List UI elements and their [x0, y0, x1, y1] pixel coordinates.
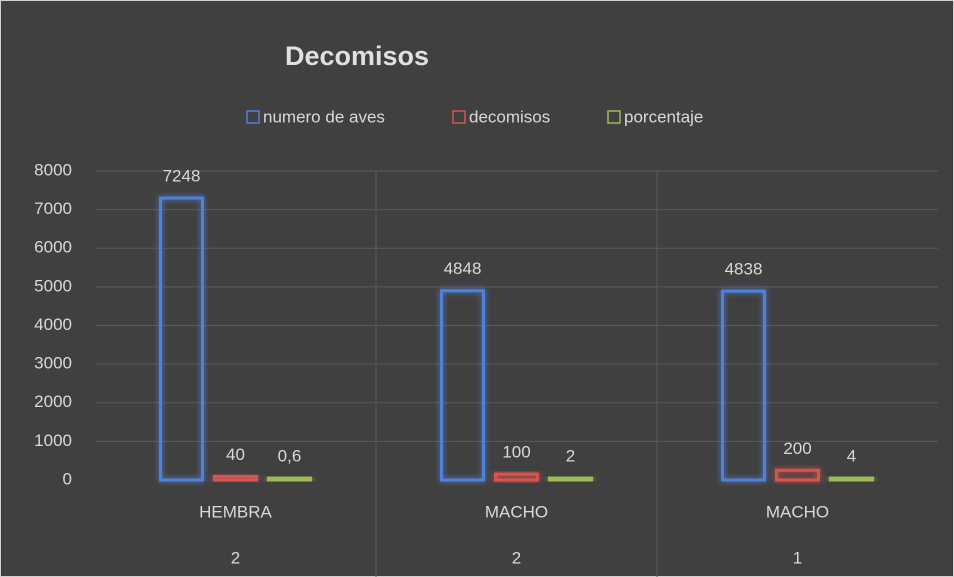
y-tick-label: 4000 [34, 315, 72, 334]
y-tick-label: 8000 [34, 160, 72, 179]
bar [159, 196, 204, 482]
y-tick-label: 0 [63, 469, 72, 488]
data-label: 0,6 [278, 446, 302, 465]
legend-swatch [452, 110, 466, 124]
bar [494, 472, 539, 482]
data-label: 100 [502, 443, 530, 462]
x-group-label: 2 [512, 548, 521, 567]
bar [213, 474, 258, 482]
bar [829, 476, 874, 482]
x-group-label: 1 [793, 548, 802, 567]
x-tick-label: MACHO [766, 502, 829, 521]
data-label: 2 [566, 446, 575, 465]
x-group-label: 2 [231, 548, 240, 567]
data-label: 4838 [725, 260, 763, 279]
legend-swatch [246, 110, 260, 124]
x-tick-label: MACHO [485, 502, 548, 521]
y-tick-label: 5000 [34, 276, 72, 295]
bar [775, 468, 820, 482]
legend-label: decomisos [469, 107, 550, 126]
data-label: 40 [226, 445, 245, 464]
data-label: 7248 [163, 167, 201, 186]
legend-label: porcentaje [624, 107, 703, 126]
data-label: 4848 [444, 259, 482, 278]
legend-label: numero de aves [263, 107, 385, 126]
x-tick-label: HEMBRA [199, 502, 272, 521]
bar [440, 289, 485, 482]
bar [267, 476, 312, 482]
y-tick-label: 6000 [34, 238, 72, 257]
bar [548, 476, 593, 482]
y-tick-label: 3000 [34, 354, 72, 373]
y-tick-label: 1000 [34, 431, 72, 450]
y-tick-label: 7000 [34, 199, 72, 218]
data-label: 4 [847, 446, 856, 465]
legend-swatch [607, 110, 621, 124]
bar [721, 289, 766, 482]
data-label: 200 [783, 439, 811, 458]
y-tick-label: 2000 [34, 392, 72, 411]
chart-title: Decomisos [285, 41, 429, 71]
